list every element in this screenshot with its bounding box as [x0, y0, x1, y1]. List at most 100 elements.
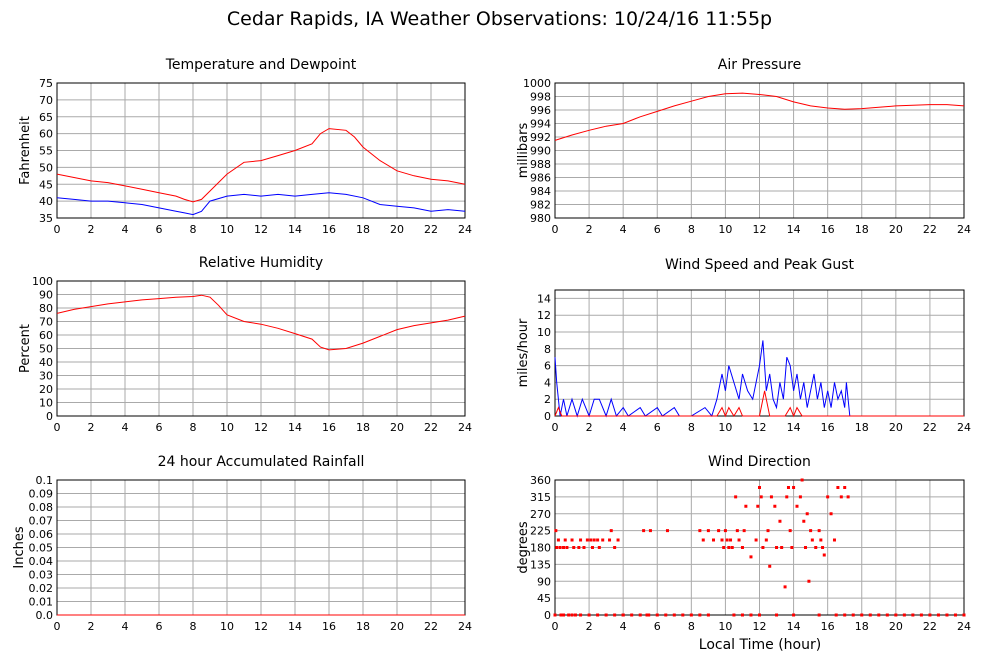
data-point	[780, 546, 784, 549]
x-tick-label: 20	[889, 421, 903, 434]
data-point	[962, 613, 966, 617]
x-tick-label: 2	[586, 223, 593, 236]
data-point	[790, 546, 794, 549]
x-tick-label: 6	[156, 223, 163, 236]
x-tick-label: 12	[753, 421, 767, 434]
x-tick-label: 6	[654, 223, 661, 236]
y-tick-label: 90	[537, 575, 551, 588]
data-point	[562, 546, 566, 549]
x-tick-label: 24	[957, 223, 971, 236]
x-tick-label: 20	[390, 421, 404, 434]
data-point	[839, 495, 843, 499]
x-tick-label: 0	[552, 223, 559, 236]
x-tick-label: 2	[88, 620, 95, 633]
x-tick-label: 14	[288, 620, 302, 633]
y-tick-label: 0.02	[29, 582, 54, 595]
x-tick-label: 22	[424, 620, 438, 633]
y-tick-label: 0.03	[29, 569, 54, 582]
y-tick-label: 14	[537, 292, 551, 305]
x-tick-label: 20	[390, 223, 404, 236]
x-tick-label: 2	[88, 223, 95, 236]
data-point	[775, 546, 779, 549]
data-point	[805, 512, 809, 516]
x-tick-label: 6	[156, 421, 163, 434]
data-point	[919, 613, 923, 617]
series-line-blue	[56, 192, 466, 216]
data-point	[744, 504, 748, 508]
data-point	[681, 613, 685, 617]
x-tick-label: 20	[889, 223, 903, 236]
y-tick-label: 70	[39, 316, 53, 329]
x-tick-label: 22	[923, 223, 937, 236]
data-point	[749, 555, 753, 559]
y-tick-label: 65	[39, 111, 53, 124]
x-tick-label: 4	[122, 620, 129, 633]
data-point	[766, 529, 770, 533]
x-tick-label: 6	[654, 620, 661, 633]
data-point	[645, 613, 649, 617]
data-point	[754, 538, 758, 542]
x-tick-label: 2	[88, 421, 95, 434]
x-tick-label: 16	[322, 620, 336, 633]
data-point	[936, 613, 940, 617]
y-tick-label: 50	[39, 161, 53, 174]
x-tick-label: 10	[220, 421, 234, 434]
x-tick-label: 22	[923, 421, 937, 434]
data-point	[834, 613, 838, 617]
data-point	[613, 613, 617, 617]
x-tick-label: 14	[787, 421, 801, 434]
y-tick-label: 0	[544, 609, 551, 622]
y-tick-label: 6	[544, 360, 551, 373]
data-point	[826, 495, 830, 499]
y-tick-label: 0.07	[29, 515, 54, 528]
panel-temperature-dewpoint: 0 2 4 6 8 10 12 14 16 18 20 22 24354045505560657075T…	[18, 57, 472, 236]
data-point	[648, 529, 652, 533]
data-point	[596, 538, 600, 542]
data-point	[727, 546, 731, 549]
x-tick-label: 18	[855, 620, 869, 633]
data-point	[664, 613, 668, 617]
y-tick-label: 986	[530, 172, 551, 185]
data-point	[788, 529, 792, 533]
data-point	[579, 613, 583, 617]
data-point	[597, 546, 601, 549]
data-point	[577, 546, 581, 549]
data-point	[822, 553, 826, 557]
data-point	[567, 613, 571, 617]
data-point	[589, 538, 593, 542]
panel-title: 24 hour Accumulated Rainfall	[158, 454, 365, 470]
data-point	[672, 613, 676, 617]
y-axis-label: Percent	[18, 324, 33, 373]
x-tick-label: 4	[620, 223, 627, 236]
x-tick-label: 12	[254, 223, 268, 236]
data-point	[804, 546, 808, 549]
data-point	[740, 613, 744, 617]
data-point	[556, 538, 560, 542]
y-tick-label: 90	[39, 289, 53, 302]
data-point	[570, 538, 574, 542]
y-tick-label: 0.1	[36, 474, 54, 487]
x-tick-label: 24	[458, 223, 472, 236]
y-tick-label: 35	[39, 212, 53, 225]
data-point	[737, 538, 741, 542]
data-point	[814, 546, 818, 549]
data-point	[734, 495, 738, 499]
x-tick-label: 8	[688, 421, 695, 434]
panel-rainfall: 0 2 4 6 8 10 12 14 16 18 20 22 240.00.010.020.030.04…	[12, 454, 472, 633]
y-axis-label: Inches	[12, 526, 27, 568]
data-point	[706, 529, 710, 533]
x-tick-label: 12	[753, 620, 767, 633]
x-tick-label: 24	[458, 620, 472, 633]
data-point	[717, 529, 721, 533]
data-point	[722, 546, 726, 549]
data-point	[665, 529, 669, 533]
data-point	[555, 546, 559, 549]
y-tick-label: 8	[544, 343, 551, 356]
data-point	[655, 613, 659, 617]
x-tick-label: 12	[254, 620, 268, 633]
data-point	[809, 529, 813, 533]
x-tick-label: 20	[390, 620, 404, 633]
data-point	[638, 613, 642, 617]
y-tick-label: 225	[530, 525, 551, 538]
x-tick-label: 24	[957, 421, 971, 434]
